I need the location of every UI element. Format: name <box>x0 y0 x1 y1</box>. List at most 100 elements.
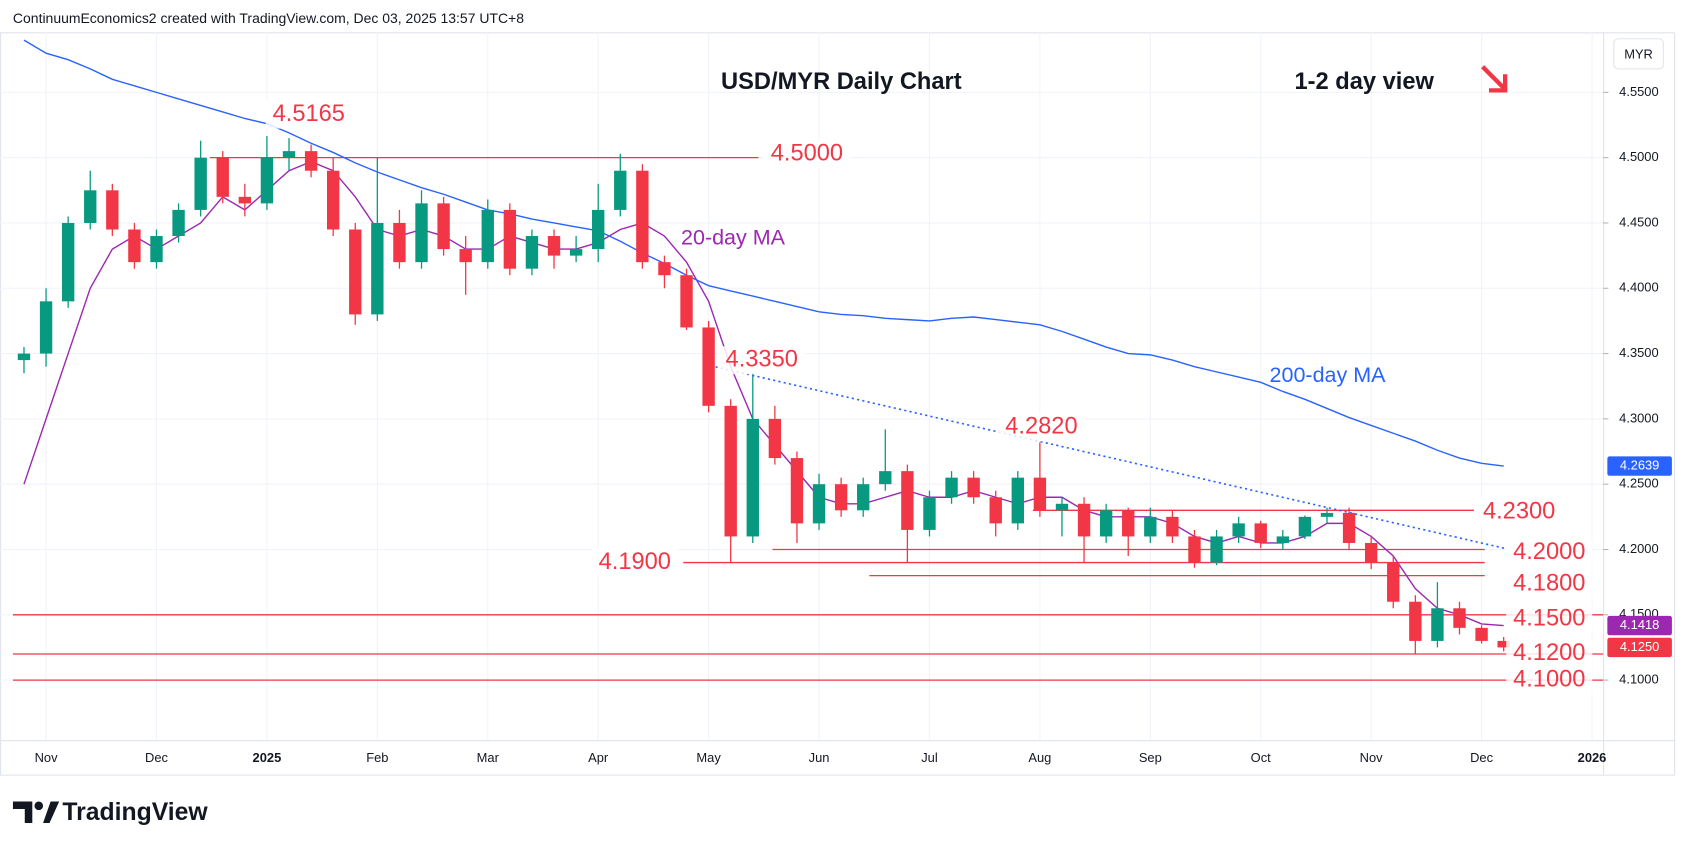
candle-body <box>834 484 848 511</box>
header-text: ContinuumEconomics2 created with Trading… <box>13 10 524 26</box>
candle-body <box>1409 601 1422 641</box>
level-label-bg <box>265 100 352 129</box>
candle-body <box>1276 536 1290 543</box>
candles <box>17 136 1510 654</box>
y-tick-label: 4.2000 <box>1619 541 1658 556</box>
candle-body <box>481 209 494 263</box>
level-label: 4.1000 <box>1513 666 1585 692</box>
candle-body <box>415 203 428 263</box>
candle-body <box>901 471 914 530</box>
candle-body <box>724 405 737 537</box>
candle-body <box>768 418 782 459</box>
candle-body <box>459 249 472 263</box>
y-tick-label: 4.1000 <box>1619 672 1658 687</box>
candle-body <box>1298 516 1312 537</box>
candle-body <box>1144 516 1157 537</box>
y-tick-label: 4.4500 <box>1619 214 1658 229</box>
candle-body <box>547 236 561 256</box>
candle-body <box>39 301 53 354</box>
candle-body <box>702 327 715 406</box>
candle-body <box>989 497 1002 524</box>
candle-body <box>1055 503 1069 511</box>
candle-body <box>680 275 693 328</box>
candle-body <box>393 222 406 263</box>
x-tick-label: Dec <box>145 750 168 765</box>
brand-logo <box>12 801 60 824</box>
x-tick-label: Sep <box>1139 750 1162 765</box>
logo-t <box>12 801 33 824</box>
level-label-bg <box>1506 570 1593 599</box>
level-labels: 4.5165 4.5000 4.3350 4.2820 4.2300 4.2000 4.19… <box>265 100 1593 695</box>
candle-body <box>1387 562 1400 602</box>
candle-body <box>812 484 826 524</box>
candle-body <box>1475 627 1488 641</box>
candle-body <box>1320 512 1334 517</box>
x-tick-label: Jun <box>809 750 830 765</box>
down-arrow <box>1481 65 1508 93</box>
candle-body <box>1099 510 1113 537</box>
y-tick-label: 4.3000 <box>1619 410 1658 425</box>
candle-body <box>967 477 980 498</box>
price-tag-label: 4.1250 <box>1620 639 1659 654</box>
candle-body <box>923 497 936 530</box>
level-label: 4.1200 <box>1513 640 1585 666</box>
candle-body <box>304 151 318 171</box>
candle-body <box>525 236 539 269</box>
level-label-bg <box>763 140 850 169</box>
x-tick-label: Nov <box>35 750 58 765</box>
candle-body <box>128 229 141 263</box>
candle-body <box>790 458 804 524</box>
y-tick-label: 4.4000 <box>1619 280 1658 295</box>
candle-body <box>326 170 340 230</box>
x-tick-label: Feb <box>366 750 388 765</box>
candle-body <box>84 190 97 223</box>
candle-body <box>437 203 450 250</box>
level-label-bg <box>1506 605 1593 634</box>
candle-body <box>1497 640 1510 648</box>
candle-body <box>1188 536 1201 563</box>
candle-body <box>172 209 185 237</box>
candle-body <box>216 157 229 197</box>
level-label: 4.1900 <box>599 549 671 575</box>
candle-body <box>1254 523 1267 543</box>
candle-body <box>106 190 119 230</box>
x-tick-label: Apr <box>588 750 609 765</box>
logo-v <box>43 801 60 824</box>
brand-name: TradingView <box>62 799 208 826</box>
candle-body <box>1431 608 1444 641</box>
candle-body <box>592 209 605 250</box>
candle-body <box>1122 510 1135 537</box>
price-tag <box>1607 456 1672 476</box>
candle-body <box>194 157 207 210</box>
level-label: 4.2000 <box>1513 539 1585 565</box>
candle-body <box>1166 516 1179 537</box>
candle-body <box>1033 477 1047 511</box>
currency-box <box>1613 38 1664 70</box>
candle-body <box>1364 542 1378 563</box>
axes: 4.1000 4.1500 4.2000 4.2500 4.3000 4.3500 4.40… <box>35 84 1672 765</box>
ma200-label: 200-day MA <box>1270 363 1387 387</box>
candle-body <box>614 170 627 210</box>
candle-body <box>260 157 274 204</box>
level-label-bg <box>591 548 678 577</box>
candle-body <box>1077 503 1091 537</box>
currency-label: MYR <box>1624 46 1653 61</box>
y-tick-label: 4.2500 <box>1619 476 1658 491</box>
y-tick-label: 4.5000 <box>1619 149 1658 164</box>
candle-body <box>371 222 384 315</box>
level-label-bg <box>1506 538 1593 567</box>
candle-body <box>1210 536 1223 563</box>
level-label: 4.3350 <box>726 347 798 373</box>
level-label: 4.2820 <box>1005 414 1077 440</box>
chart-title: USD/MYR Daily Chart <box>721 69 962 95</box>
x-tick-label: Jul <box>921 750 938 765</box>
trend-line <box>715 366 1507 550</box>
level-label: 4.5165 <box>273 101 345 127</box>
price-tag-label: 4.2639 <box>1620 457 1659 472</box>
candle-body <box>1011 477 1024 524</box>
level-label-bg <box>998 413 1085 442</box>
candle-body <box>945 477 958 498</box>
x-tick-label: May <box>696 750 721 765</box>
